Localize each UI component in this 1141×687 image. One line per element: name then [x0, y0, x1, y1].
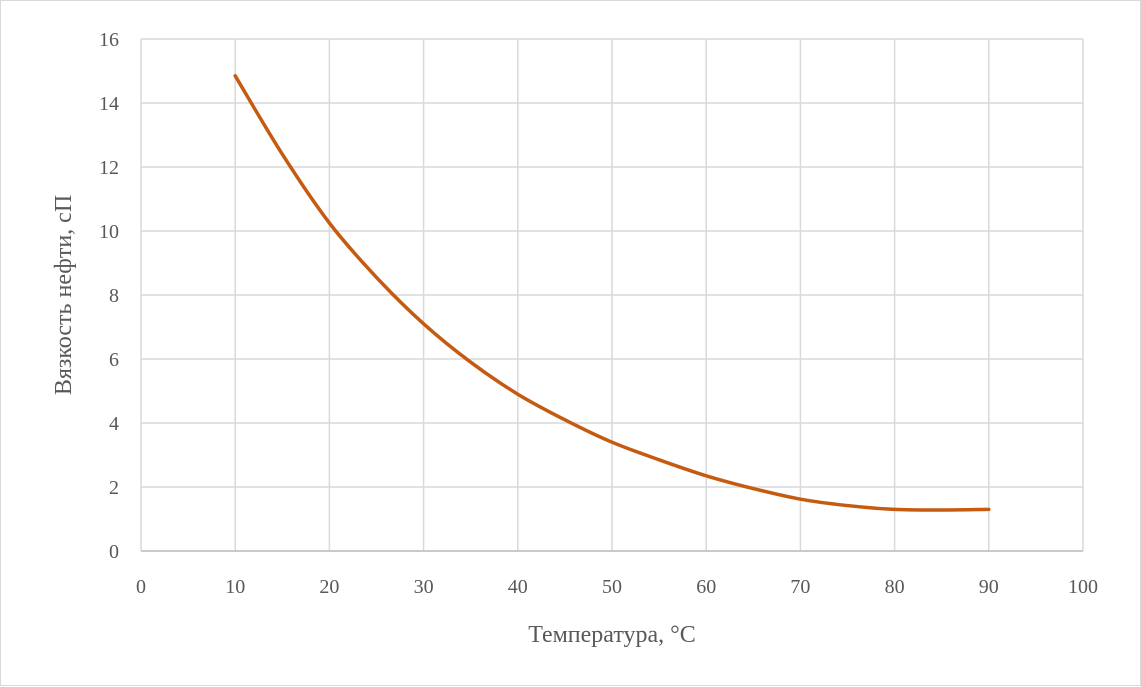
y-axis-title: Вязкость нефти, сП — [51, 195, 77, 395]
x-axis-title: Температура, °C — [528, 622, 696, 648]
x-tick-label: 40 — [508, 576, 528, 598]
x-tick-label: 100 — [1068, 576, 1098, 598]
tick-labels: 0 10 20 30 40 50 60 70 80 90 100 0 2 4 6 8 10 12 14 16 — [99, 29, 1098, 598]
y-tick-label: 0 — [109, 541, 119, 563]
x-tick-label: 10 — [225, 576, 245, 598]
y-tick-label: 6 — [109, 349, 119, 371]
x-tick-label: 0 — [136, 576, 146, 598]
x-tick-label: 90 — [979, 576, 999, 598]
x-tick-label: 30 — [414, 576, 434, 598]
y-tick-label: 10 — [99, 221, 119, 243]
y-tick-label: 2 — [109, 477, 119, 499]
y-tick-label: 12 — [99, 157, 119, 179]
y-tick-label: 8 — [109, 285, 119, 307]
x-tick-label: 50 — [602, 576, 622, 598]
x-tick-label: 70 — [790, 576, 810, 598]
y-tick-label: 16 — [99, 29, 119, 51]
y-tick-label: 4 — [109, 413, 119, 435]
series-line — [233, 74, 991, 512]
x-tick-label: 80 — [885, 576, 905, 598]
series-layer — [233, 74, 991, 512]
grid — [140, 38, 1084, 552]
x-tick-label: 20 — [319, 576, 339, 598]
y-tick-label: 14 — [99, 93, 119, 115]
x-tick-label: 60 — [696, 576, 716, 598]
